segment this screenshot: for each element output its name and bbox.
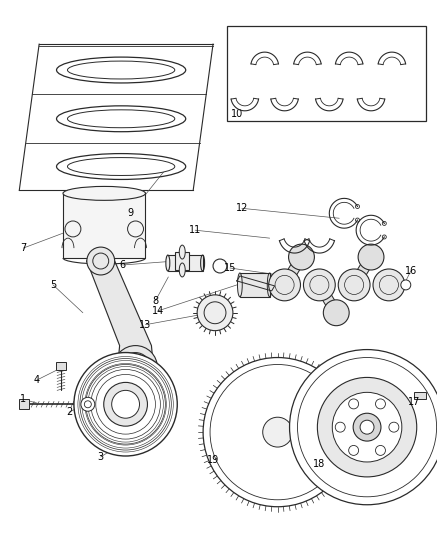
Text: 14: 14 bbox=[152, 306, 165, 316]
Bar bbox=[175, 252, 189, 270]
Circle shape bbox=[197, 295, 233, 330]
Circle shape bbox=[112, 390, 140, 418]
Text: 10: 10 bbox=[231, 109, 243, 119]
Ellipse shape bbox=[81, 397, 95, 411]
Polygon shape bbox=[314, 285, 342, 313]
Ellipse shape bbox=[63, 187, 145, 200]
Ellipse shape bbox=[166, 255, 170, 271]
Circle shape bbox=[213, 259, 227, 273]
Bar bbox=[227, 26, 426, 121]
Text: 17: 17 bbox=[408, 397, 420, 407]
Circle shape bbox=[353, 413, 381, 441]
Circle shape bbox=[114, 345, 157, 389]
Circle shape bbox=[74, 352, 177, 456]
Text: 9: 9 bbox=[127, 208, 134, 219]
Circle shape bbox=[203, 358, 352, 507]
Ellipse shape bbox=[67, 61, 175, 79]
Text: 13: 13 bbox=[139, 320, 152, 330]
Text: 19: 19 bbox=[207, 455, 219, 465]
Bar bbox=[19, 399, 29, 409]
Ellipse shape bbox=[338, 269, 370, 301]
Ellipse shape bbox=[373, 269, 405, 301]
Ellipse shape bbox=[179, 263, 185, 277]
Ellipse shape bbox=[358, 244, 384, 270]
Bar bbox=[56, 362, 66, 370]
Text: 16: 16 bbox=[405, 266, 417, 276]
Circle shape bbox=[360, 420, 374, 434]
Circle shape bbox=[332, 392, 402, 462]
Text: 11: 11 bbox=[189, 225, 201, 235]
Bar bbox=[63, 193, 145, 258]
Circle shape bbox=[401, 280, 411, 290]
Text: 5: 5 bbox=[50, 280, 56, 290]
Ellipse shape bbox=[289, 244, 314, 270]
Polygon shape bbox=[87, 261, 153, 367]
Bar bbox=[414, 392, 426, 399]
Bar bbox=[240, 273, 270, 297]
Circle shape bbox=[87, 247, 115, 275]
Polygon shape bbox=[348, 257, 377, 285]
Text: 18: 18 bbox=[313, 459, 325, 469]
Text: 3: 3 bbox=[98, 452, 104, 462]
Text: 15: 15 bbox=[224, 263, 236, 273]
Circle shape bbox=[263, 417, 293, 447]
Text: 2: 2 bbox=[66, 407, 72, 417]
Ellipse shape bbox=[323, 300, 349, 326]
Text: 1: 1 bbox=[20, 394, 26, 405]
Text: 6: 6 bbox=[120, 260, 126, 270]
Text: 8: 8 bbox=[152, 296, 159, 306]
Text: 7: 7 bbox=[20, 243, 26, 253]
Text: 12: 12 bbox=[236, 203, 248, 213]
Circle shape bbox=[290, 350, 438, 505]
Text: 4: 4 bbox=[33, 375, 39, 385]
Ellipse shape bbox=[304, 269, 335, 301]
Circle shape bbox=[104, 382, 148, 426]
Ellipse shape bbox=[179, 245, 185, 259]
Circle shape bbox=[318, 377, 417, 477]
Ellipse shape bbox=[268, 269, 300, 301]
Polygon shape bbox=[237, 276, 275, 291]
Polygon shape bbox=[279, 257, 307, 285]
Bar bbox=[168, 255, 203, 271]
Ellipse shape bbox=[237, 273, 242, 297]
Ellipse shape bbox=[67, 158, 175, 175]
Ellipse shape bbox=[67, 110, 175, 128]
